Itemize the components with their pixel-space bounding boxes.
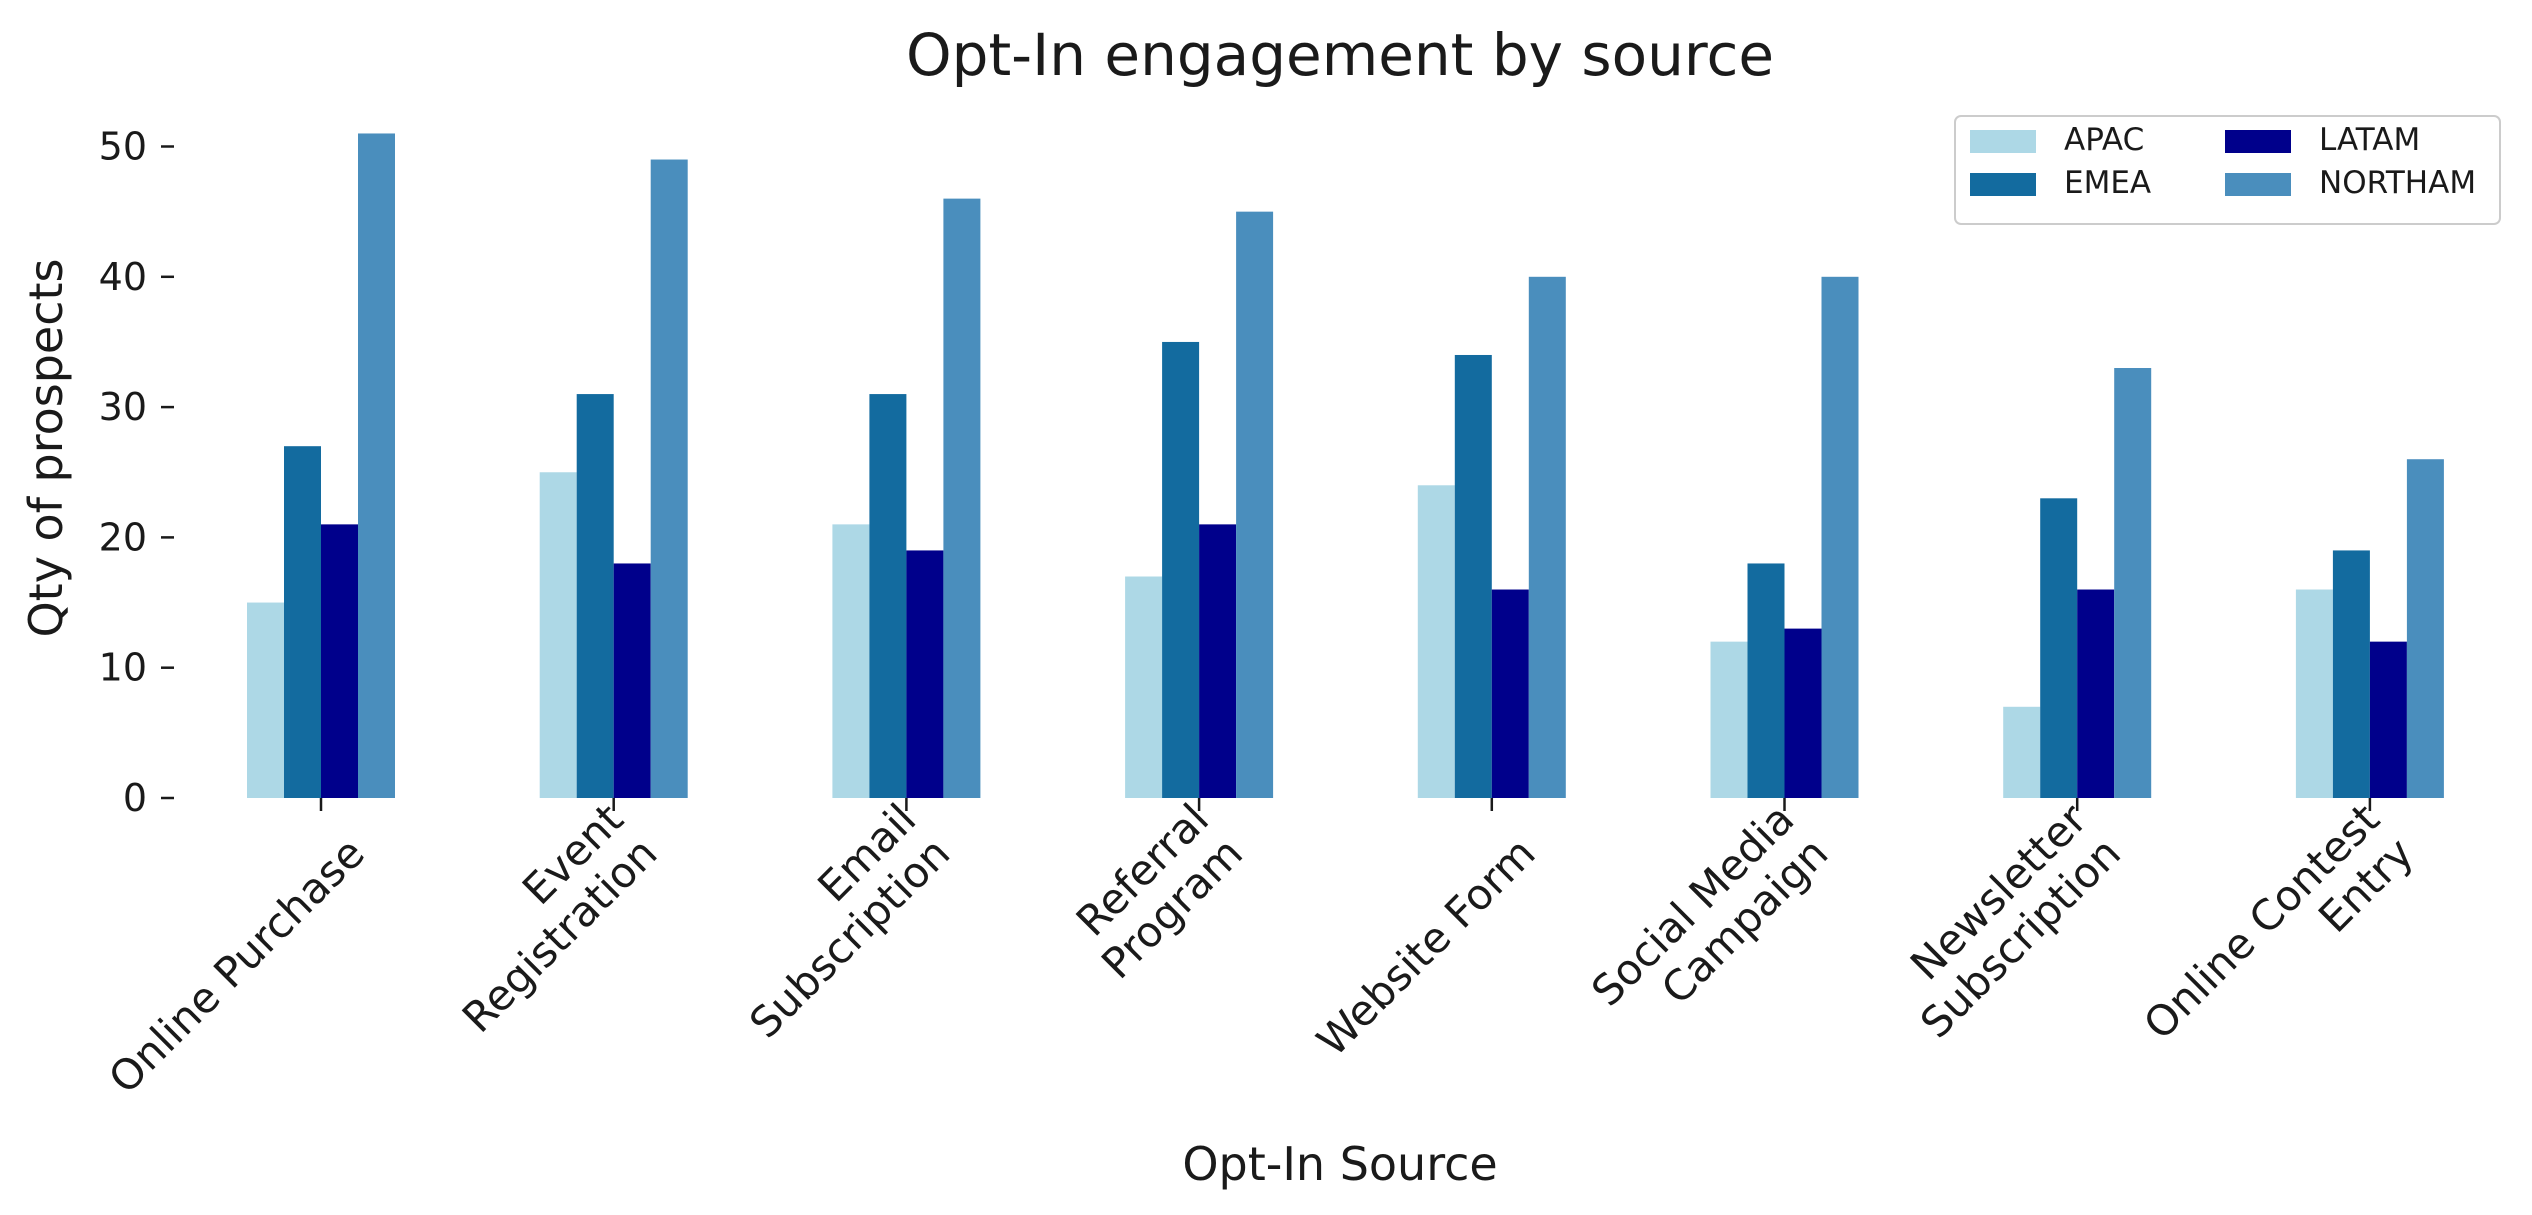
chart-title: Opt-In engagement by source xyxy=(906,21,1774,89)
legend-label-emea: EMEA xyxy=(2064,165,2151,201)
bar-northam-1 xyxy=(358,133,395,799)
bar-northam-4 xyxy=(1236,211,1274,798)
y-tick-label: 30 xyxy=(99,385,147,429)
bar-latam-8 xyxy=(2369,641,2407,798)
legend-swatch-emea xyxy=(1970,173,2036,196)
bar-emea-3 xyxy=(869,394,907,798)
legend-swatch-latam xyxy=(2225,130,2291,153)
bar-apac-4 xyxy=(1125,576,1163,798)
bar-emea-2 xyxy=(576,394,614,798)
bar-northam-7 xyxy=(2114,368,2152,798)
y-axis: 0 10 20 30 40 50 xyxy=(99,125,174,820)
bar-emea-8 xyxy=(2332,550,2370,798)
legend-label-apac: APAC xyxy=(2064,122,2144,158)
x-axis-label: Opt-In Source xyxy=(1182,1137,1497,1191)
bar-emea-4 xyxy=(1162,341,1200,798)
y-tick-label: 20 xyxy=(99,515,147,559)
bar-emea-5 xyxy=(1454,354,1492,798)
x-tick-label: EventRegistration xyxy=(419,794,667,1042)
bar-northam-3 xyxy=(943,198,981,798)
legend: APAC EMEA LATAM NORTHAM xyxy=(1954,115,2501,225)
bar-apac-7 xyxy=(2003,706,2041,798)
x-tick-label: NewsletterSubscription xyxy=(1877,794,2131,1048)
bar-northam-5 xyxy=(1528,276,1566,798)
bar-emea-6 xyxy=(1747,563,1785,798)
bar-emea-7 xyxy=(2040,498,2078,798)
bars xyxy=(247,133,2444,799)
y-tick-label: 40 xyxy=(99,255,147,299)
bar-emea-1 xyxy=(284,446,321,798)
bar-latam-4 xyxy=(1199,524,1237,798)
bar-northam-8 xyxy=(2406,459,2444,798)
bar-latam-3 xyxy=(906,550,944,798)
x-tick-label: Online ContestEntry xyxy=(2134,794,2423,1083)
bar-latam-6 xyxy=(1784,628,1822,798)
y-tick-label: 10 xyxy=(99,646,147,690)
legend-swatch-apac xyxy=(1970,130,2036,153)
bar-apac-8 xyxy=(2295,589,2333,798)
legend-swatch-northam xyxy=(2225,173,2291,196)
y-tick-label: 50 xyxy=(99,125,147,169)
bar-apac-2 xyxy=(539,472,577,798)
y-axis-label: Qty of prospects xyxy=(19,258,73,637)
x-tick-label: Website Form xyxy=(1307,828,1544,1065)
x-axis: Online Purchase EventRegistration EmailSub… xyxy=(99,794,2423,1103)
x-tick-label: Online Purchase xyxy=(99,828,374,1103)
x-tick-label: ReferralProgram xyxy=(1058,794,1252,988)
bar-latam-2 xyxy=(613,563,651,798)
x-tick-label: Social MediaCampaign xyxy=(1582,794,1837,1049)
bar-apac-5 xyxy=(1417,485,1455,798)
y-tick-label: 0 xyxy=(123,776,147,820)
bar-northam-2 xyxy=(650,159,688,798)
bar-apac-1 xyxy=(247,602,284,798)
bar-apac-3 xyxy=(832,524,870,798)
bar-apac-6 xyxy=(1710,641,1748,798)
bar-latam-1 xyxy=(321,524,358,798)
bar-northam-6 xyxy=(1821,276,1859,798)
legend-box xyxy=(1954,115,2501,225)
bar-latam-7 xyxy=(2077,589,2115,798)
legend-label-latam: LATAM xyxy=(2319,122,2420,158)
x-tick-label: EmailSubscription xyxy=(706,794,959,1047)
bar-latam-5 xyxy=(1491,589,1529,798)
legend-label-northam: NORTHAM xyxy=(2319,165,2476,201)
